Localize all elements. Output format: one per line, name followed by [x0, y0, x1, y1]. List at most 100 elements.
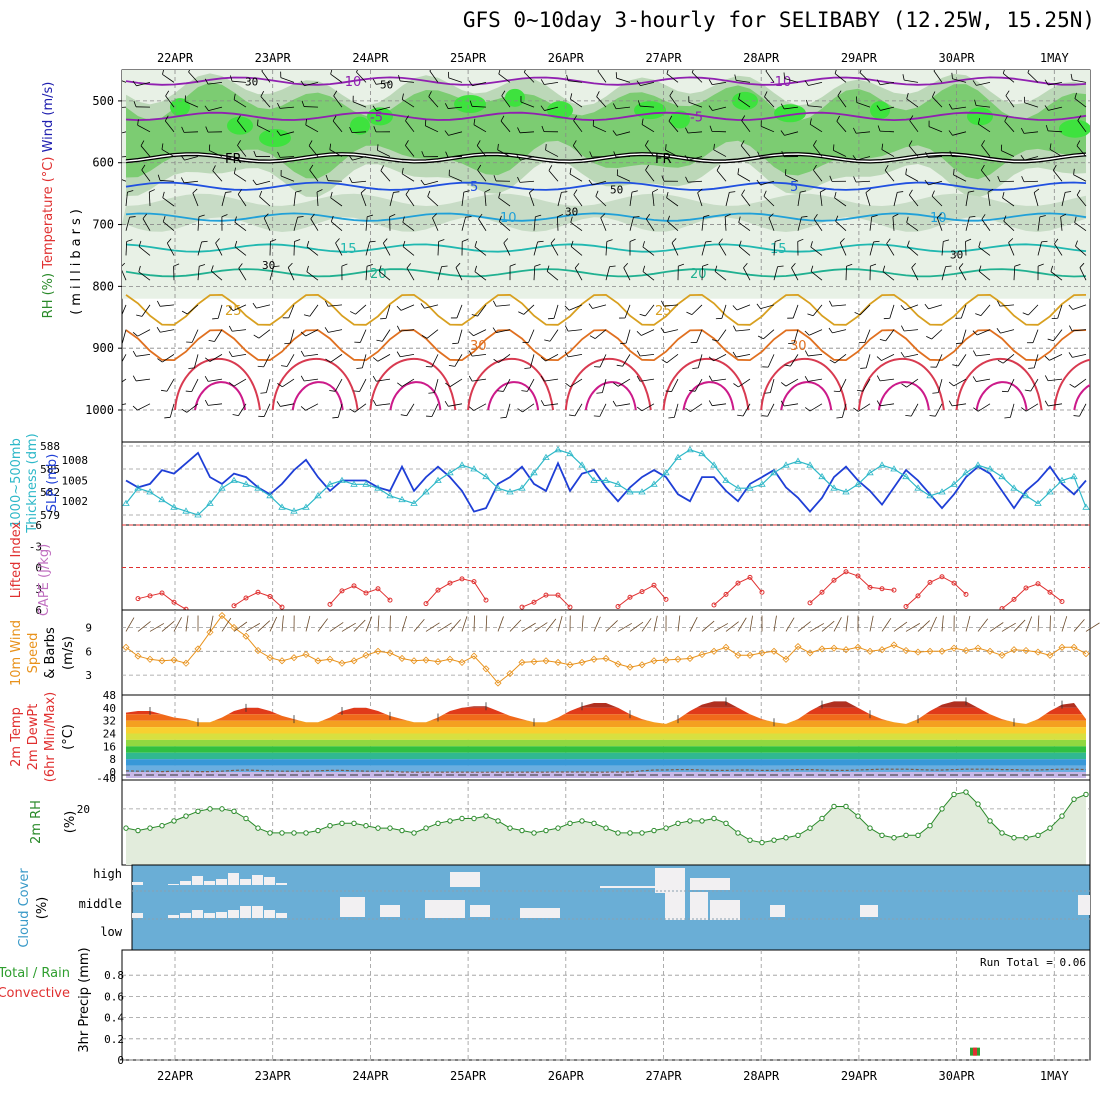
- wind-barb-flag: [324, 327, 329, 333]
- rh-point: [339, 820, 345, 827]
- rh-shade-90: [967, 107, 993, 126]
- wind-barb-flag: [641, 118, 644, 125]
- wind10m-barb: [845, 615, 849, 632]
- wind-barb: [839, 378, 847, 392]
- wind-barb-flag: [541, 125, 545, 132]
- rh-shade-90: [227, 116, 253, 135]
- wind-barb-flag: [713, 143, 715, 150]
- wind-barb-flag: [373, 126, 377, 133]
- thickness-point: [170, 503, 178, 510]
- wind-barb-flag: [212, 165, 216, 171]
- wind-barb-flag: [797, 238, 804, 242]
- temp-band: [126, 707, 1086, 715]
- wind-barb-flag: [724, 213, 731, 218]
- wind-barb-flag: [612, 400, 617, 407]
- wind-barb: [380, 170, 391, 182]
- cloud-mid-bar: [860, 905, 878, 917]
- wind-barb-flag: [813, 214, 818, 220]
- rh-point: [363, 823, 369, 829]
- wind10m-barb: [881, 617, 892, 632]
- wind-barb: [701, 241, 706, 256]
- wind-barb: [1013, 266, 1016, 281]
- wind-barb-flag: [301, 100, 305, 107]
- isotherm-label: -5: [370, 110, 383, 125]
- wind-barb-flag: [828, 327, 833, 334]
- wind-barb-flag: [369, 240, 376, 243]
- wind-speed-point: [962, 646, 970, 655]
- wind-barb-flag: [933, 70, 936, 72]
- wind-barb-flag: [493, 358, 499, 363]
- wind-barb-flag: [132, 80, 137, 87]
- wind-barb: [161, 149, 175, 157]
- wind-barb: [865, 192, 871, 207]
- lifted-index-point: [375, 586, 381, 592]
- wind-barb: [881, 149, 895, 157]
- wind-barb: [810, 246, 823, 256]
- wind10m-barb: [521, 622, 536, 632]
- wind-speed-point: [734, 651, 742, 659]
- thickness-point: [938, 488, 946, 495]
- wind-barb: [261, 70, 271, 83]
- lifted-index-line: [713, 576, 763, 606]
- thickness-point: [290, 507, 298, 514]
- wind-barb-flag: [837, 90, 842, 96]
- top-date-label: 22APR: [157, 51, 194, 65]
- thickness-point: [698, 449, 706, 457]
- thickness-point: [722, 476, 730, 483]
- wind-barb: [424, 304, 439, 309]
- rh-point: [387, 825, 393, 831]
- rh-point: [291, 830, 297, 836]
- wind-barb-flag: [377, 144, 379, 151]
- wind-barb-flag: [1068, 304, 1074, 310]
- wind-barb-flag: [161, 143, 164, 150]
- isotherm-label: FR: [225, 152, 242, 167]
- wind-speed-point: [806, 649, 814, 657]
- wind-barb: [976, 378, 991, 382]
- wind-barb-flag: [270, 239, 277, 242]
- wind10m-barb: [533, 622, 548, 632]
- wind-barb-flag: [199, 264, 206, 267]
- wind-barb: [981, 219, 991, 231]
- wind-barb: [736, 329, 751, 332]
- wind-barb-flag: [380, 165, 385, 171]
- wind-barb: [869, 216, 873, 231]
- wind-barb: [981, 170, 991, 182]
- wind-barb-flag: [142, 213, 148, 219]
- wind-barb: [904, 353, 919, 358]
- wind-barb-flag: [229, 75, 233, 82]
- wind-barb-flag: [1047, 338, 1054, 342]
- wind-barb-flag: [401, 167, 404, 174]
- wind-barb-flag: [540, 105, 545, 111]
- wind-barb: [981, 145, 991, 157]
- thickness-point: [134, 484, 142, 491]
- wind-barb: [1052, 170, 1063, 182]
- wind-barb: [1076, 194, 1087, 207]
- li-tick: 0: [35, 562, 42, 575]
- lifted-index-point: [1011, 596, 1017, 602]
- wind-barb-flag: [165, 90, 170, 97]
- rh-point: [543, 827, 549, 834]
- wind-barb: [211, 270, 223, 281]
- wind-speed-point: [170, 656, 178, 664]
- wind-barb: [909, 120, 919, 133]
- rh-point: [651, 827, 657, 834]
- isotherm-40: [780, 381, 833, 411]
- wind-barb-flag: [639, 313, 646, 317]
- wind-barb-flag: [1065, 191, 1072, 193]
- wind-barb-flag: [997, 359, 1004, 364]
- wind-barb: [595, 196, 607, 207]
- wind-barb: [865, 354, 871, 368]
- wind10m-barb: [713, 623, 729, 632]
- rh-point: [1011, 835, 1017, 841]
- wind-speed-point: [686, 654, 694, 663]
- wind10m-barb: [905, 623, 921, 632]
- wind-barb: [1024, 156, 1039, 161]
- wind-barb-flag: [684, 155, 689, 161]
- lifted-index-point: [1047, 589, 1053, 595]
- wind-barb: [166, 378, 175, 392]
- rh-point: [459, 815, 465, 822]
- wind-barb: [880, 403, 895, 407]
- wind-speed-line: [125, 614, 1087, 684]
- temp-label-3-part: (6hr Min/Max): [43, 692, 58, 782]
- wind-barb-flag: [761, 415, 768, 417]
